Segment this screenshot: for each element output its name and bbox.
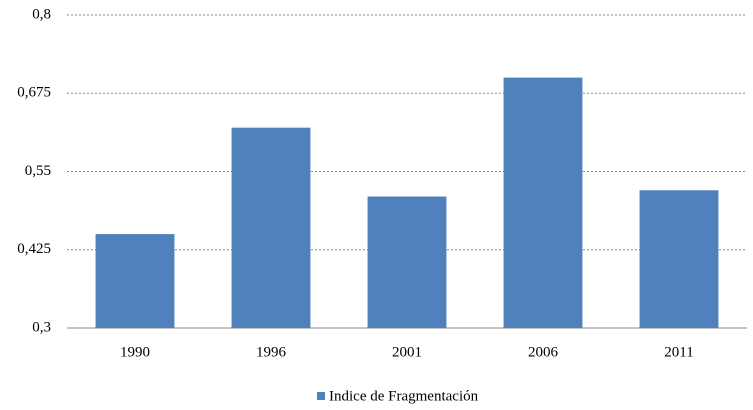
bar <box>503 77 583 328</box>
y-tick-label: 0,8 <box>32 6 51 22</box>
bar <box>367 196 447 328</box>
x-tick-label: 1996 <box>256 344 287 360</box>
bar <box>95 234 175 328</box>
bar <box>231 127 311 329</box>
y-tick-label: 0,3 <box>32 319 51 335</box>
y-tick-label: 0,425 <box>17 241 51 257</box>
x-tick-label: 2006 <box>528 344 559 360</box>
x-tick-label: 2011 <box>664 344 693 360</box>
x-tick-label: 1990 <box>120 344 150 360</box>
x-tick-label: 2001 <box>392 344 422 360</box>
legend-swatch <box>317 392 325 400</box>
legend-label: Indice de Fragmentación <box>329 388 479 404</box>
bar <box>639 190 719 328</box>
y-tick-label: 0,675 <box>17 85 51 101</box>
y-tick-label: 0,55 <box>25 163 51 179</box>
